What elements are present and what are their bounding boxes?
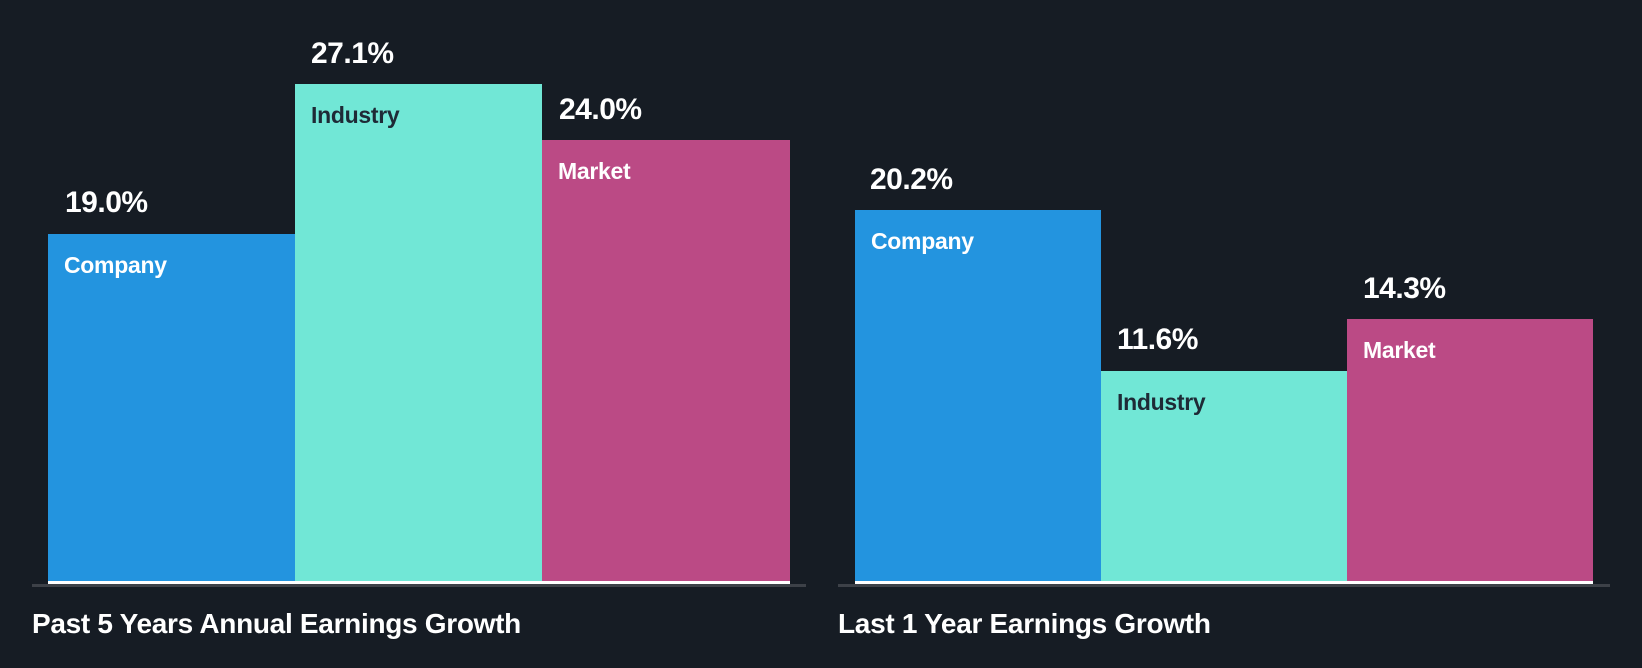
bar-value-industry: 27.1% — [311, 37, 394, 70]
bar-industry: Industry — [295, 84, 542, 582]
bar-value-company: 20.2% — [870, 163, 953, 196]
bar-market: Market — [542, 140, 790, 582]
bar-value-industry: 11.6% — [1117, 323, 1198, 356]
bar-label-market: Market — [1363, 337, 1436, 363]
baseline — [855, 581, 1593, 584]
bar-label-industry: Industry — [311, 102, 400, 128]
bar-company: Company — [48, 234, 295, 582]
bar-value-market: 24.0% — [559, 93, 642, 126]
bar-label-market: Market — [558, 158, 631, 184]
bar-value-company: 19.0% — [65, 186, 148, 219]
bar-company: Company — [855, 210, 1101, 582]
x-axis-line — [838, 584, 1610, 587]
bar-market: Market — [1347, 319, 1593, 582]
baseline — [48, 581, 790, 584]
x-axis-line — [32, 584, 806, 587]
bar-value-market: 14.3% — [1363, 272, 1446, 305]
bar-label-industry: Industry — [1117, 389, 1206, 415]
bar-industry: Industry — [1101, 371, 1347, 582]
past-5-years-chart: Company 19.0% Industry 27.1% Market 24.0… — [32, 37, 806, 639]
bar-label-company: Company — [871, 228, 974, 254]
chart-title: Past 5 Years Annual Earnings Growth — [32, 608, 521, 639]
chart-title: Last 1 Year Earnings Growth — [838, 608, 1211, 639]
bar-label-company: Company — [64, 252, 167, 278]
